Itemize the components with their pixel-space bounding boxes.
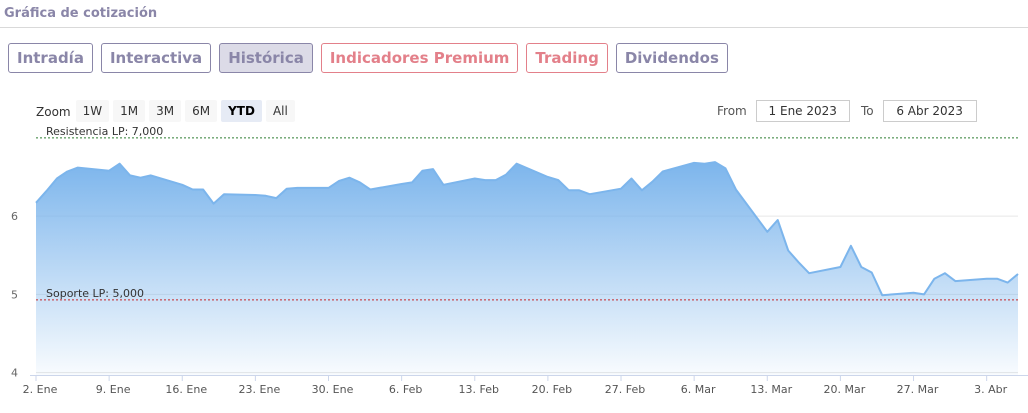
zoom-range-selector: Zoom 1W 1M 3M 6M YTD All	[36, 100, 299, 122]
x-tick-label: 9. Ene	[96, 383, 131, 396]
chart-tabs: Intradía Interactiva Histórica Indicadores …	[8, 43, 728, 73]
zoom-button-ytd[interactable]: YTD	[221, 100, 262, 122]
tab-interactiva[interactable]: Interactiva	[100, 43, 212, 73]
zoom-button-3m[interactable]: 3M	[149, 100, 182, 122]
tab-intradía[interactable]: Intradía	[8, 43, 93, 73]
x-tick-label: 6. Mar	[681, 383, 716, 396]
price-area	[36, 162, 1018, 375]
zoom-button-1m[interactable]: 1M	[113, 100, 146, 122]
tab-dividendos[interactable]: Dividendos	[615, 43, 728, 73]
x-tick-label: 27. Mar	[897, 383, 939, 396]
x-tick-label: 13. Mar	[750, 383, 792, 396]
x-tick-label: 16. Ene	[165, 383, 207, 396]
y-tick-label: 6	[11, 210, 18, 223]
x-tick-label: 13. Feb	[459, 383, 499, 396]
tab-trading[interactable]: Trading	[526, 43, 608, 73]
title-divider	[0, 27, 1028, 28]
chart-plot-lines: Resistencia LP: 7,000 Soporte LP: 5,000	[36, 125, 1018, 301]
from-date-input[interactable]: 1 Ene 2023	[755, 100, 850, 122]
to-date-group: To 6 Abr 2023	[861, 100, 977, 122]
to-label: To	[861, 104, 874, 118]
from-label: From	[717, 104, 747, 118]
from-date-group: From 1 Ene 2023	[717, 100, 850, 122]
chart-series	[35, 161, 1019, 375]
x-tick-label: 20. Mar	[824, 383, 866, 396]
x-tick-label: 23. Ene	[239, 383, 281, 396]
support-label: Soporte LP: 5,000	[46, 287, 144, 300]
y-tick-label: 4	[11, 367, 18, 380]
price-line	[35, 161, 1019, 297]
x-tick-label: 30. Ene	[312, 383, 354, 396]
zoom-button-all[interactable]: All	[265, 100, 295, 122]
x-tick-label: 6. Feb	[389, 383, 422, 396]
zoom-label: Zoom	[36, 105, 71, 119]
to-date-input[interactable]: 6 Abr 2023	[882, 100, 977, 122]
zoom-button-1w[interactable]: 1W	[75, 100, 110, 122]
chart-axes: 4 5 6 2. Ene 9. Ene 16. Ene 23. Ene 30. Ene 6. F…	[11, 210, 1028, 396]
y-tick-label: 5	[11, 288, 18, 301]
x-tick-label: 2. Ene	[23, 383, 58, 396]
resistance-label: Resistencia LP: 7,000	[46, 125, 163, 138]
zoom-button-6m[interactable]: 6M	[185, 100, 218, 122]
tab-histórica[interactable]: Histórica	[219, 43, 313, 73]
x-tick-label: 20. Feb	[532, 383, 572, 396]
section-title: Gráfica de cotización	[4, 6, 158, 21]
x-tick-label: 3. Abr	[974, 383, 1007, 396]
x-tick-label: 27. Feb	[605, 383, 645, 396]
tab-indicadores-premium[interactable]: Indicadores Premium	[320, 43, 519, 73]
